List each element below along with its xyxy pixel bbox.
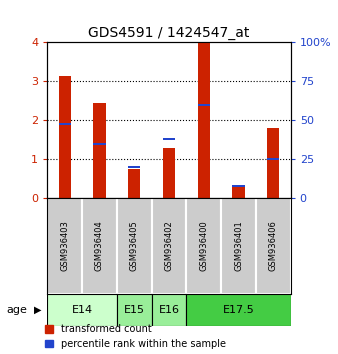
Text: GSM936406: GSM936406 [269,221,278,272]
Bar [93,103,105,198]
Bar [47,198,82,294]
Bar [267,158,280,160]
Bar [198,104,210,106]
Bar [117,294,152,326]
Bar [186,294,291,326]
Text: GSM936403: GSM936403 [60,221,69,272]
Bar [82,198,117,294]
Bar [128,166,140,168]
Text: GSM936402: GSM936402 [165,221,173,272]
Text: GSM936405: GSM936405 [130,221,139,272]
Bar [163,138,175,140]
Bar [58,123,71,125]
Bar [267,128,280,198]
Bar [117,198,152,294]
Bar [47,294,117,326]
Bar [186,198,221,294]
Text: E17.5: E17.5 [223,305,255,315]
Bar [93,143,105,145]
Text: E16: E16 [159,305,179,315]
Bar [58,76,71,198]
Text: GSM936400: GSM936400 [199,221,208,272]
Bar [128,169,140,198]
Legend: transformed count, percentile rank within the sample: transformed count, percentile rank withi… [45,324,226,349]
Bar [152,198,186,294]
Bar [256,198,291,294]
Bar [233,185,245,187]
Title: GDS4591 / 1424547_at: GDS4591 / 1424547_at [88,26,250,40]
Text: GSM936404: GSM936404 [95,221,104,272]
Text: E15: E15 [124,305,145,315]
Bar [152,294,186,326]
Text: ▶: ▶ [34,305,41,315]
Bar [221,198,256,294]
Bar [163,148,175,198]
Text: GSM936401: GSM936401 [234,221,243,272]
Text: age: age [7,305,28,315]
Bar [233,185,245,198]
Bar [198,42,210,198]
Text: E14: E14 [72,305,93,315]
